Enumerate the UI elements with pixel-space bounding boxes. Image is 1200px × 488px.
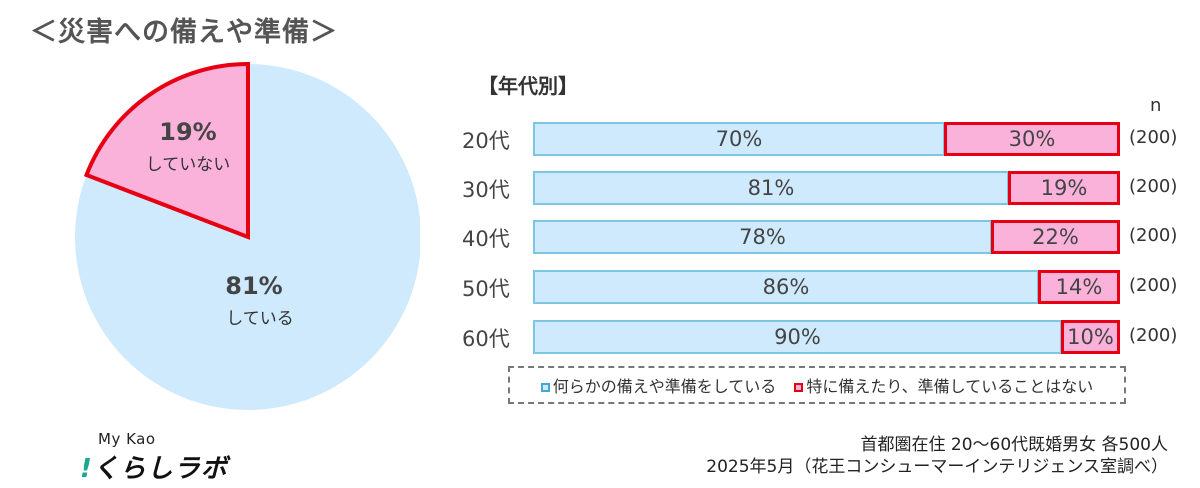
source-line-2: 2025年5月（花王コンシューマーインテリジェンス室調べ） <box>706 457 1168 477</box>
stacked-bar: 90% 10% <box>533 320 1120 354</box>
row-n: (200) <box>1129 176 1178 197</box>
legend-swatch-red <box>794 383 804 392</box>
pie-text-not-prepared: していない <box>145 155 231 175</box>
row-label: 30代 <box>462 178 510 202</box>
stacked-bar: 81% 19% <box>533 171 1120 205</box>
pie-pct-prepared: 81% <box>225 272 283 300</box>
row-n: (200) <box>1129 325 1178 346</box>
row-label: 20代 <box>462 129 510 153</box>
bar-segment-not-prepared: 10% <box>1061 320 1120 354</box>
source-line-1: 首都圏在住 20～60代既婚男女 各500人 <box>860 435 1168 455</box>
bar-row: 30代 81% 19% (200) <box>462 171 1200 205</box>
stacked-bar: 86% 14% <box>533 270 1120 304</box>
legend-swatch-blue <box>540 383 550 392</box>
row-n: (200) <box>1129 127 1178 148</box>
section-title: 【年代別】 <box>478 74 578 98</box>
legend: 何らかの備えや準備をしている 特に備えたり、準備していることはない <box>508 366 1126 404</box>
row-label: 60代 <box>462 327 510 351</box>
pie-label-prepared: 81% している <box>200 272 320 329</box>
stacked-bar: 78% 22% <box>533 220 1120 254</box>
row-label: 50代 <box>462 277 510 301</box>
bar-segment-not-prepared: 22% <box>991 220 1120 254</box>
bar-row: 60代 90% 10% (200) <box>462 320 1200 354</box>
bar-row: 50代 86% 14% (200) <box>462 270 1200 304</box>
bar-segment-prepared: 86% <box>533 270 1039 304</box>
logo: My Kao !くらしラボ <box>80 430 228 485</box>
row-label: 40代 <box>462 227 510 251</box>
legend-item-prepared: 何らかの備えや準備をしている <box>540 373 776 397</box>
legend-item-not-prepared: 特に備えたり、準備していることはない <box>782 373 1093 397</box>
pie-slice-not-prepared <box>83 61 250 240</box>
bar-row: 20代 70% 30% (200) <box>462 122 1200 156</box>
bar-segment-prepared: 90% <box>533 320 1062 354</box>
bar-segment-prepared: 78% <box>533 220 992 254</box>
pie-pct-not-prepared: 19% <box>159 118 217 146</box>
bar-segment-prepared: 81% <box>533 171 1009 205</box>
row-n: (200) <box>1129 225 1178 246</box>
source-note: 首都圏在住 20～60代既婚男女 各500人 2025年5月（花王コンシューマー… <box>706 434 1168 478</box>
pie-label-not-prepared: 19% していない <box>128 118 248 175</box>
bar-segment-prepared: 70% <box>533 122 945 156</box>
pie-chart <box>75 61 420 410</box>
bar-segment-not-prepared: 14% <box>1038 270 1120 304</box>
pie-text-prepared: している <box>226 309 294 329</box>
page-title: ＜災害への備えや準備＞ <box>30 17 338 48</box>
stacked-bar: 70% 30% <box>533 122 1120 156</box>
bar-segment-not-prepared: 19% <box>1008 171 1120 205</box>
bar-segment-not-prepared: 30% <box>944 122 1120 156</box>
n-header: n <box>1150 95 1162 116</box>
logo-main: !くらしラボ <box>80 454 228 484</box>
bar-row: 40代 78% 22% (200) <box>462 220 1200 254</box>
row-n: (200) <box>1129 275 1178 296</box>
logo-top: My Kao <box>98 430 156 448</box>
